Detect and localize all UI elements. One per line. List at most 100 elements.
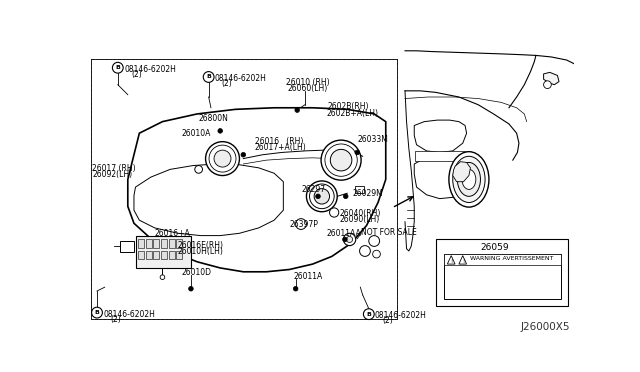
- Circle shape: [342, 237, 348, 242]
- Text: B: B: [206, 74, 211, 80]
- Bar: [91, 58, 397, 319]
- Circle shape: [360, 246, 371, 256]
- Ellipse shape: [209, 145, 236, 172]
- Ellipse shape: [458, 163, 481, 196]
- Text: 26040(RH): 26040(RH): [340, 209, 381, 218]
- Ellipse shape: [321, 140, 361, 180]
- Text: (2): (2): [221, 79, 232, 88]
- Ellipse shape: [462, 169, 476, 189]
- Ellipse shape: [205, 142, 239, 176]
- Circle shape: [330, 208, 339, 217]
- Bar: [161, 239, 167, 248]
- Polygon shape: [452, 162, 470, 182]
- Text: 2602B+A(LH): 2602B+A(LH): [326, 109, 378, 118]
- Circle shape: [295, 108, 300, 112]
- Text: 08146-6202H: 08146-6202H: [125, 65, 177, 74]
- Circle shape: [344, 194, 348, 199]
- Text: 26010D: 26010D: [182, 268, 212, 277]
- Bar: [91, 58, 397, 319]
- Text: 26017 (RH): 26017 (RH): [92, 164, 136, 173]
- Bar: [444, 254, 561, 299]
- Circle shape: [218, 129, 223, 133]
- Bar: [168, 251, 175, 259]
- Bar: [168, 239, 175, 248]
- Circle shape: [241, 153, 246, 157]
- Text: 26016   (RH): 26016 (RH): [255, 137, 303, 146]
- Polygon shape: [447, 256, 455, 264]
- Text: 26016E(RH): 26016E(RH): [178, 241, 224, 250]
- Text: !: !: [462, 259, 464, 264]
- Text: 26011A: 26011A: [293, 272, 323, 281]
- Text: 08146-6202H: 08146-6202H: [375, 311, 427, 320]
- Bar: [138, 239, 144, 248]
- Bar: [436, 239, 568, 307]
- Polygon shape: [543, 73, 559, 85]
- Text: (2): (2): [111, 315, 122, 324]
- Text: WARNING AVERTISSEMENT: WARNING AVERTISSEMENT: [470, 256, 553, 261]
- Bar: [444, 254, 561, 265]
- Circle shape: [195, 166, 202, 173]
- Ellipse shape: [314, 189, 330, 204]
- Text: 2602B(RH): 2602B(RH): [328, 102, 369, 111]
- Ellipse shape: [310, 184, 334, 209]
- Text: 26800N: 26800N: [198, 114, 228, 123]
- Circle shape: [369, 235, 380, 246]
- Text: 26033M: 26033M: [357, 135, 388, 144]
- Circle shape: [346, 236, 353, 243]
- Bar: [138, 251, 144, 259]
- Circle shape: [344, 233, 356, 246]
- Bar: [145, 251, 152, 259]
- Bar: [161, 251, 167, 259]
- Bar: [176, 251, 182, 259]
- Bar: [176, 239, 182, 248]
- Circle shape: [204, 71, 214, 82]
- Circle shape: [364, 309, 374, 320]
- Circle shape: [543, 81, 551, 89]
- Bar: [153, 251, 159, 259]
- Text: !: !: [451, 259, 452, 264]
- Circle shape: [113, 62, 123, 73]
- Polygon shape: [414, 156, 470, 199]
- Text: 26297: 26297: [302, 185, 326, 194]
- Text: 26010 (RH): 26010 (RH): [285, 78, 329, 87]
- Text: (2): (2): [132, 70, 143, 79]
- Circle shape: [372, 250, 380, 258]
- Text: 08146-6202H: 08146-6202H: [215, 74, 267, 83]
- Text: B: B: [115, 65, 120, 70]
- Text: J26000X5: J26000X5: [521, 322, 570, 332]
- Ellipse shape: [449, 152, 489, 207]
- Circle shape: [92, 307, 102, 318]
- Circle shape: [293, 286, 298, 291]
- Circle shape: [189, 286, 193, 291]
- Ellipse shape: [452, 156, 485, 202]
- Text: 26029M: 26029M: [353, 189, 383, 198]
- Circle shape: [316, 194, 320, 199]
- Bar: [136, 235, 191, 268]
- Ellipse shape: [214, 150, 231, 167]
- Text: B: B: [95, 310, 99, 315]
- Polygon shape: [134, 164, 284, 235]
- Bar: [415, 151, 465, 161]
- Text: 26092(LH): 26092(LH): [92, 170, 132, 179]
- Text: 26397P: 26397P: [289, 220, 318, 229]
- Text: (2): (2): [382, 317, 393, 326]
- Text: B: B: [366, 312, 371, 317]
- Polygon shape: [128, 108, 386, 272]
- Text: 08146-6202H: 08146-6202H: [104, 310, 156, 318]
- Polygon shape: [459, 256, 467, 264]
- Ellipse shape: [307, 181, 337, 212]
- Text: NOT FOR SALE: NOT FOR SALE: [361, 228, 417, 237]
- Ellipse shape: [330, 150, 352, 171]
- Text: 26060(LH): 26060(LH): [288, 84, 328, 93]
- Circle shape: [355, 150, 360, 155]
- Text: 26090(LH): 26090(LH): [340, 215, 380, 224]
- Circle shape: [160, 275, 164, 279]
- Text: 26016+A: 26016+A: [155, 230, 191, 238]
- Text: 26010H(LH): 26010H(LH): [178, 247, 224, 256]
- Text: 26011AA: 26011AA: [326, 230, 361, 238]
- Text: 26059: 26059: [481, 243, 509, 252]
- Circle shape: [296, 219, 307, 230]
- Bar: [120, 241, 134, 252]
- Bar: [153, 239, 159, 248]
- Ellipse shape: [325, 144, 357, 176]
